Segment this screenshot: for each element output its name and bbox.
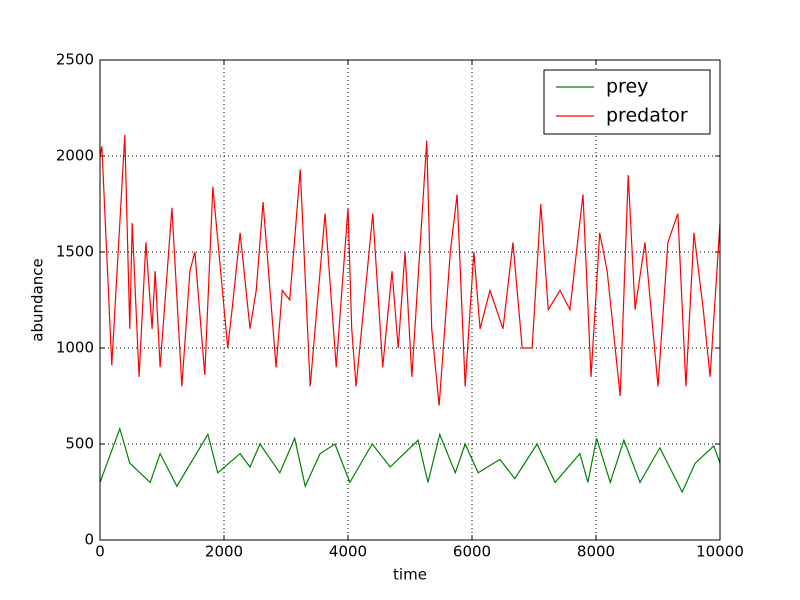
series-line: [99, 426, 721, 494]
x-tick-label: 2000: [205, 543, 243, 561]
y-tick-label: 0: [84, 531, 94, 549]
y-tick-label: 1500: [56, 243, 94, 261]
y-tick-label: 2500: [56, 51, 94, 69]
plot-frame: [99, 59, 721, 541]
x-tick-label: 0: [95, 543, 105, 561]
y-axis-label: abundance: [29, 258, 47, 341]
legend-box: [543, 69, 711, 135]
x-axis-label: time: [393, 566, 427, 584]
y-tick-label: 1000: [56, 339, 94, 357]
x-tick-label: 6000: [453, 543, 491, 561]
legend-label: prey: [606, 76, 648, 98]
x-tick-label: 8000: [577, 543, 615, 561]
x-tick-label: 10000: [696, 543, 744, 561]
series-line: [99, 134, 721, 406]
x-tick-label: 4000: [329, 543, 367, 561]
legend: prey predator: [543, 69, 711, 135]
legend-label: predator: [606, 105, 688, 127]
y-tick-label: 500: [65, 435, 94, 453]
y-tick-label: 2000: [56, 147, 94, 165]
